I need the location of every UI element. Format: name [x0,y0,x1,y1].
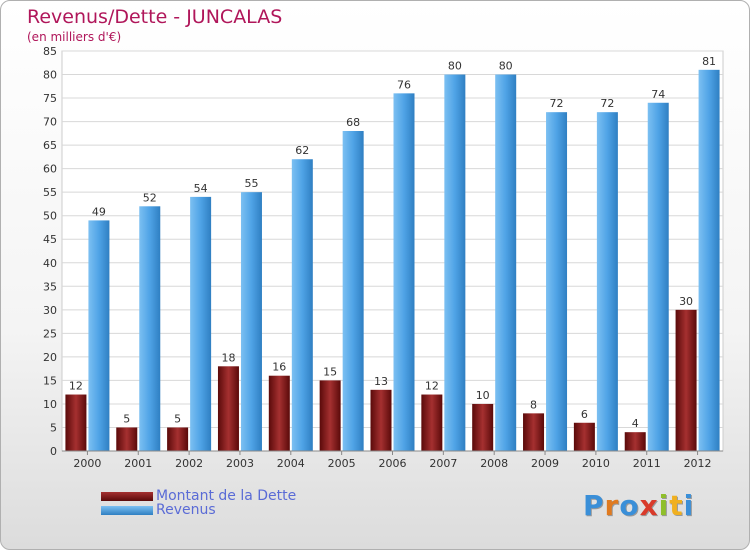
bar-debt [523,413,545,451]
bar-revenus [546,112,568,452]
x-tick-label: 2000 [73,457,101,470]
x-tick-label: 2007 [429,457,457,470]
x-tick-label: 2002 [175,457,203,470]
x-tick-label: 2012 [684,457,712,470]
bar-revenus [698,69,720,451]
data-label-debt: 4 [632,417,639,430]
bar-debt [624,432,646,451]
y-tick-label: 65 [43,139,57,152]
legend-swatch-revenus [101,505,153,515]
bar-debt [65,394,87,451]
data-label-debt: 12 [425,380,439,393]
x-tick-label: 2003 [226,457,254,470]
bar-debt [217,366,239,451]
x-tick-label: 2005 [328,457,356,470]
data-label-revenus: 74 [651,88,665,101]
bar-debt [319,380,341,451]
bar-revenus [342,131,364,451]
data-label-revenus: 72 [550,97,564,110]
bar-revenus [444,74,466,451]
x-tick-label: 2011 [633,457,661,470]
data-label-revenus: 80 [499,60,513,73]
bar-debt [167,427,189,451]
data-label-debt: 5 [174,412,181,425]
chart-subtitle: (en milliers d'€) [27,30,122,44]
bar-revenus [647,102,669,451]
legend-item-debt: Montant de la Dette [101,488,296,504]
bar-revenus [240,192,262,452]
bar-debt [421,394,443,451]
bar-debt [675,309,697,451]
x-tick-label: 2006 [379,457,407,470]
bar-debt [268,375,290,451]
y-tick-label: 15 [43,374,57,387]
y-tick-label: 5 [50,421,57,434]
bar-revenus [291,159,313,451]
x-tick-label: 2010 [582,457,610,470]
data-label-revenus: 54 [194,182,208,195]
y-tick-label: 40 [43,257,57,270]
y-tick-label: 85 [43,45,57,58]
bar-revenus [393,93,415,452]
y-tick-label: 10 [43,398,57,411]
bar-revenus [190,196,212,451]
bar-debt [116,427,138,451]
data-label-revenus: 62 [295,144,309,157]
y-tick-label: 70 [43,116,57,129]
bar-revenus [596,112,618,452]
y-tick-label: 75 [43,92,57,105]
data-label-revenus: 49 [92,205,106,218]
legend-swatch-debt [101,491,153,501]
data-label-revenus: 72 [600,97,614,110]
data-label-revenus: 55 [244,177,258,190]
legend-label-revenus: Revenus [156,502,216,518]
data-label-debt: 18 [221,351,235,364]
data-label-debt: 15 [323,365,337,378]
y-tick-label: 50 [43,210,57,223]
legend-label-debt: Montant de la Dette [156,488,297,504]
data-label-debt: 12 [69,380,83,393]
x-tick-label: 2008 [480,457,508,470]
data-label-debt: 16 [272,361,286,374]
bar-revenus [139,206,161,451]
data-label-revenus: 52 [143,191,157,204]
data-label-debt: 30 [679,295,693,308]
data-label-debt: 8 [530,398,537,411]
y-tick-label: 20 [43,351,57,364]
legend-item-revenus: Revenus [101,502,216,518]
y-tick-label: 0 [50,445,57,458]
y-tick-label: 55 [43,186,57,199]
y-tick-label: 45 [43,233,57,246]
bar-debt [370,389,392,451]
y-tick-label: 35 [43,280,57,293]
data-label-revenus: 68 [346,116,360,129]
y-tick-label: 25 [43,327,57,340]
data-label-debt: 6 [581,408,588,421]
x-tick-label: 2009 [531,457,559,470]
data-label-debt: 13 [374,375,388,388]
data-label-debt: 10 [476,389,490,402]
x-tick-label: 2004 [277,457,305,470]
data-label-revenus: 81 [702,55,716,68]
y-tick-label: 60 [43,163,57,176]
bar-debt [573,422,595,451]
proxiti-logo: Proxiti [583,489,695,522]
data-label-revenus: 76 [397,78,411,91]
y-tick-label: 30 [43,304,57,317]
bar-debt [472,403,494,451]
plot-area [61,50,724,452]
data-label-debt: 5 [123,412,130,425]
x-tick-label: 2001 [124,457,152,470]
chart-title: Revenus/Dette - JUNCALAS [27,6,283,28]
data-label-revenus: 80 [448,60,462,73]
bar-revenus [88,220,110,451]
bar-revenus [495,74,517,451]
y-tick-label: 80 [43,69,57,82]
